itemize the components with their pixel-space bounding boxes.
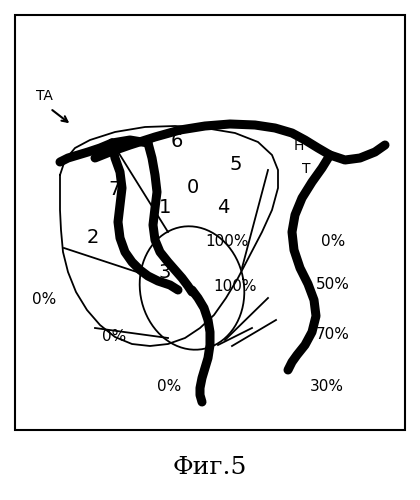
Text: 70%: 70% (316, 327, 350, 342)
Text: 3: 3 (159, 263, 171, 282)
Text: 30%: 30% (310, 379, 344, 394)
Text: 0: 0 (186, 178, 199, 197)
Text: T: T (302, 162, 310, 175)
Text: 4: 4 (218, 198, 230, 218)
Bar (15, 15, 405, 430)
Text: 7: 7 (108, 180, 121, 199)
Text: 0%: 0% (102, 329, 126, 344)
Text: TA: TA (37, 89, 53, 103)
Text: 100%: 100% (206, 234, 249, 248)
Text: 0%: 0% (321, 234, 345, 248)
Text: 2: 2 (87, 228, 99, 246)
Text: 100%: 100% (214, 280, 257, 294)
Text: 50%: 50% (316, 277, 350, 292)
Text: H: H (294, 138, 304, 152)
Text: 0%: 0% (32, 292, 56, 307)
Text: 6: 6 (171, 132, 183, 151)
Text: 1: 1 (159, 198, 171, 218)
Text: 5: 5 (229, 155, 241, 174)
Text: Фиг.5: Фиг.5 (173, 456, 247, 479)
Text: 0%: 0% (157, 379, 181, 394)
